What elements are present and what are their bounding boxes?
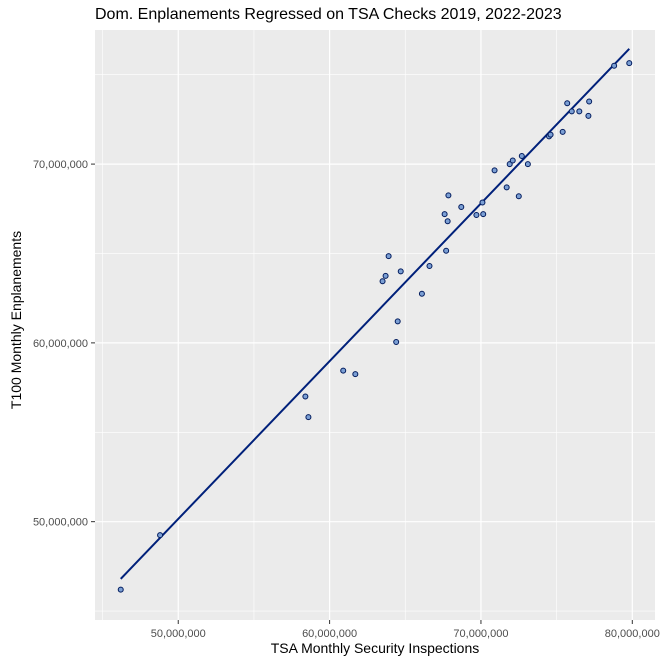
data-point: [564, 100, 571, 107]
data-point: [611, 62, 618, 69]
data-point: [117, 586, 124, 593]
data-point: [426, 263, 433, 269]
data-point: [491, 167, 498, 174]
data-point: [382, 272, 389, 279]
data-point: [509, 157, 516, 164]
data-point: [515, 193, 522, 200]
data-point: [340, 367, 347, 374]
data-point: [379, 278, 386, 285]
plot-panel: [95, 30, 655, 620]
x-tick-label: 70,000,000: [453, 628, 508, 640]
x-tick-label: 60,000,000: [302, 628, 357, 640]
data-point: [352, 371, 359, 378]
data-point: [441, 211, 448, 218]
chart-title: Dom. Enplanements Regressed on TSA Check…: [95, 6, 562, 23]
data-point: [568, 108, 575, 115]
data-point: [302, 393, 309, 400]
y-tick-label: 50,000,000: [33, 517, 88, 529]
data-point: [547, 131, 554, 138]
data-point: [444, 218, 451, 225]
data-point: [305, 414, 312, 421]
data-point: [503, 184, 510, 191]
data-point: [586, 98, 593, 105]
data-point: [157, 532, 164, 539]
data-point: [418, 290, 425, 297]
data-point: [473, 212, 480, 219]
y-tick-label: 60,000,000: [33, 338, 88, 350]
data-point: [385, 253, 392, 260]
x-axis-label: TSA Monthly Security Inspections: [270, 640, 480, 656]
data-point: [445, 192, 452, 199]
data-point: [585, 112, 592, 119]
data-point: [397, 268, 404, 275]
data-point: [626, 60, 633, 67]
data-point: [458, 204, 465, 210]
grid-major: [95, 30, 655, 620]
regression-line: [120, 48, 630, 580]
data-point: [576, 108, 583, 115]
y-tick-label: 70,000,000: [33, 159, 88, 171]
data-point: [479, 199, 486, 206]
data-point: [443, 247, 450, 254]
data-point: [394, 318, 401, 325]
data-points: [117, 60, 633, 593]
x-tick-label: 50,000,000: [151, 628, 206, 640]
y-axis-label: T100 Monthly Enplanements: [8, 230, 24, 410]
y-axis: 50,000,000 60,000,000 70,000,000: [33, 159, 95, 529]
data-point: [524, 161, 531, 168]
data-point: [393, 338, 400, 345]
x-axis: 50,000,000 60,000,000 70,000,000 80,000,000: [151, 620, 660, 640]
data-point: [559, 128, 566, 135]
data-point: [480, 211, 487, 218]
data-point: [518, 153, 525, 160]
regression-line-group: [120, 48, 630, 580]
x-tick-label: 80,000,000: [605, 628, 660, 640]
